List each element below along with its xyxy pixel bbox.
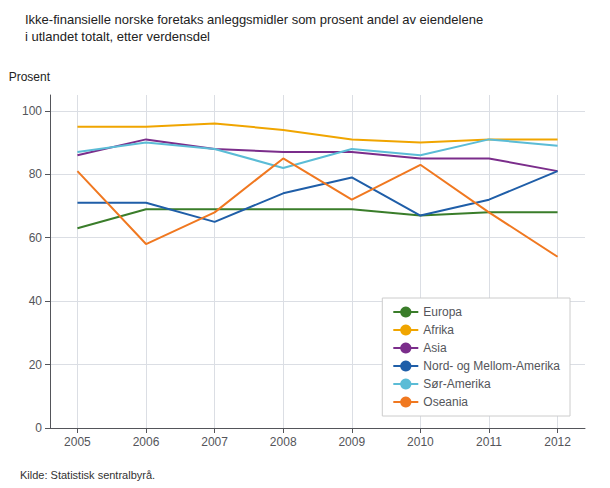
svg-text:Afrika: Afrika: [423, 323, 454, 337]
svg-text:Prosent: Prosent: [9, 70, 51, 84]
svg-text:2006: 2006: [133, 435, 160, 449]
svg-text:2007: 2007: [201, 435, 228, 449]
svg-text:Sør-Amerika: Sør-Amerika: [423, 377, 491, 391]
svg-text:2012: 2012: [544, 435, 571, 449]
svg-text:20: 20: [29, 358, 43, 372]
svg-text:2009: 2009: [338, 435, 365, 449]
svg-text:60: 60: [29, 231, 43, 245]
svg-text:Europa: Europa: [423, 305, 462, 319]
svg-text:i utlandet totalt, etter verde: i utlandet totalt, etter verdensdel: [25, 29, 210, 44]
svg-text:Asia: Asia: [423, 341, 447, 355]
svg-text:2008: 2008: [270, 435, 297, 449]
svg-text:0: 0: [35, 421, 42, 435]
svg-text:Oseania: Oseania: [423, 395, 468, 409]
svg-text:Kilde: Statistisk sentralbyrå.: Kilde: Statistisk sentralbyrå.: [20, 469, 155, 481]
svg-text:2010: 2010: [407, 435, 434, 449]
svg-text:2005: 2005: [64, 435, 91, 449]
svg-text:80: 80: [29, 167, 43, 181]
svg-text:Ikke-finansielle norske foreta: Ikke-finansielle norske foretaks anleggs…: [25, 12, 483, 27]
svg-text:2011: 2011: [476, 435, 502, 449]
svg-text:40: 40: [29, 294, 43, 308]
svg-text:100: 100: [22, 104, 42, 118]
svg-text:Nord- og Mellom-Amerika: Nord- og Mellom-Amerika: [423, 359, 560, 373]
